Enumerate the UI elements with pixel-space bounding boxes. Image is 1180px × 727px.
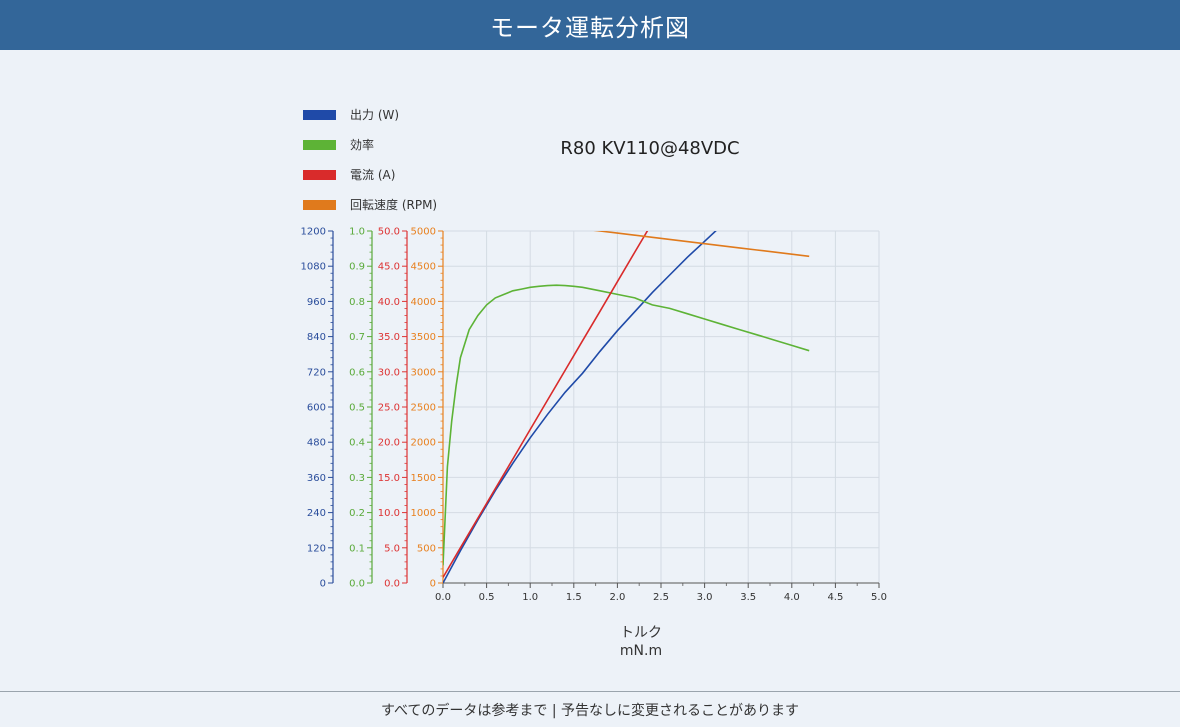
current-tick-label: 0.0	[384, 579, 400, 590]
efficiency-tick-label: 0.0	[349, 579, 365, 590]
legend-label-speed: 回転速度 (RPM)	[350, 197, 437, 212]
x-tick-label: 2.5	[653, 592, 669, 603]
chart-series	[443, 231, 810, 583]
efficiency-tick-label: 0.4	[349, 438, 365, 449]
x-tick-label: 2.0	[609, 592, 625, 603]
x-axis-unit: mN.m	[620, 643, 662, 659]
speed-tick-label: 4000	[411, 297, 436, 308]
current-tick-label: 5.0	[384, 543, 400, 554]
page-title: モータ運転分析図	[490, 13, 690, 42]
current-tick-label: 45.0	[378, 262, 400, 273]
efficiency-tick-label: 0.2	[349, 508, 365, 519]
efficiency-tick-label: 1.0	[349, 227, 365, 238]
current-tick-label: 20.0	[378, 438, 400, 449]
speed-tick-label: 1500	[411, 473, 436, 484]
x-tick-label: 1.5	[566, 592, 582, 603]
x-tick-label: 4.0	[784, 592, 800, 603]
speed-tick-label: 3000	[411, 367, 436, 378]
speed-tick-label: 0	[430, 579, 436, 590]
current-tick-label: 35.0	[378, 332, 400, 343]
x-tick-label: 3.5	[740, 592, 756, 603]
legend-label-power: 出力 (W)	[350, 108, 399, 122]
speed-tick-label: 3500	[411, 332, 436, 343]
x-axis-label: トルク	[620, 625, 662, 641]
x-tick-label: 0.0	[435, 592, 451, 603]
speed-tick-label: 2000	[411, 438, 436, 449]
legend-label-efficiency: 効率	[350, 137, 374, 152]
motor-chart: 0.0 0.5 1.0 1.5 2.0 2.5 3.0 3.5 4.0 4.5 5.0 0 120 240…	[301, 108, 887, 659]
power-tick-label: 960	[307, 297, 326, 308]
power-tick-label: 1080	[301, 262, 326, 273]
power-tick-label: 1200	[301, 227, 326, 238]
x-tick-label: 5.0	[871, 592, 887, 603]
current-tick-label: 40.0	[378, 297, 400, 308]
speed-tick-label: 1000	[411, 508, 436, 519]
power-tick-label: 840	[307, 332, 326, 343]
x-tick-label: 1.0	[522, 592, 538, 603]
series-line-efficiency	[443, 284, 810, 566]
legend-swatch-current	[303, 170, 336, 180]
speed-tick-label: 2500	[411, 403, 436, 414]
x-tick-label: 0.5	[479, 592, 495, 603]
efficiency-tick-label: 0.5	[349, 403, 365, 414]
efficiency-tick-label: 0.1	[349, 543, 365, 554]
series-line-current	[443, 231, 649, 578]
speed-tick-label: 4500	[411, 262, 436, 273]
page-header: モータ運転分析図	[0, 0, 1180, 50]
power-tick-label: 720	[307, 367, 326, 378]
x-tick-label: 3.0	[697, 592, 713, 603]
efficiency-tick-label: 0.9	[349, 262, 365, 273]
power-tick-label: 480	[307, 438, 326, 449]
chart-axes: 0.0 0.5 1.0 1.5 2.0 2.5 3.0 3.5 4.0 4.5 5.0 0 120 240…	[301, 227, 887, 604]
power-tick-label: 360	[307, 473, 326, 484]
efficiency-tick-label: 0.6	[349, 367, 365, 378]
current-tick-label: 50.0	[378, 227, 400, 238]
legend-label-current: 電流 (A)	[350, 168, 395, 182]
efficiency-tick-label: 0.8	[349, 297, 365, 308]
efficiency-tick-label: 0.3	[349, 473, 365, 484]
power-tick-label: 0	[320, 579, 326, 590]
chart-title: R80 KV110@48VDC	[560, 138, 739, 159]
legend-swatch-efficiency	[303, 140, 336, 150]
current-tick-label: 15.0	[378, 473, 400, 484]
power-tick-label: 240	[307, 508, 326, 519]
efficiency-tick-label: 0.7	[349, 332, 365, 343]
current-tick-label: 25.0	[378, 403, 400, 414]
speed-tick-label: 500	[417, 543, 436, 554]
legend-swatch-speed	[303, 200, 336, 210]
legend-swatch-power	[303, 110, 336, 120]
power-tick-label: 120	[307, 543, 326, 554]
speed-tick-label: 5000	[411, 227, 436, 238]
series-line-power	[443, 231, 717, 583]
x-tick-label: 4.5	[827, 592, 843, 603]
page-footer: すべてのデータは参考まで | 予告なしに変更されることがあります	[0, 691, 1180, 727]
footer-note: すべてのデータは参考まで | 予告なしに変更されることがあります	[380, 702, 800, 719]
power-tick-label: 600	[307, 403, 326, 414]
current-tick-label: 30.0	[378, 367, 400, 378]
current-tick-label: 10.0	[378, 508, 400, 519]
series-line-speed	[593, 231, 810, 258]
